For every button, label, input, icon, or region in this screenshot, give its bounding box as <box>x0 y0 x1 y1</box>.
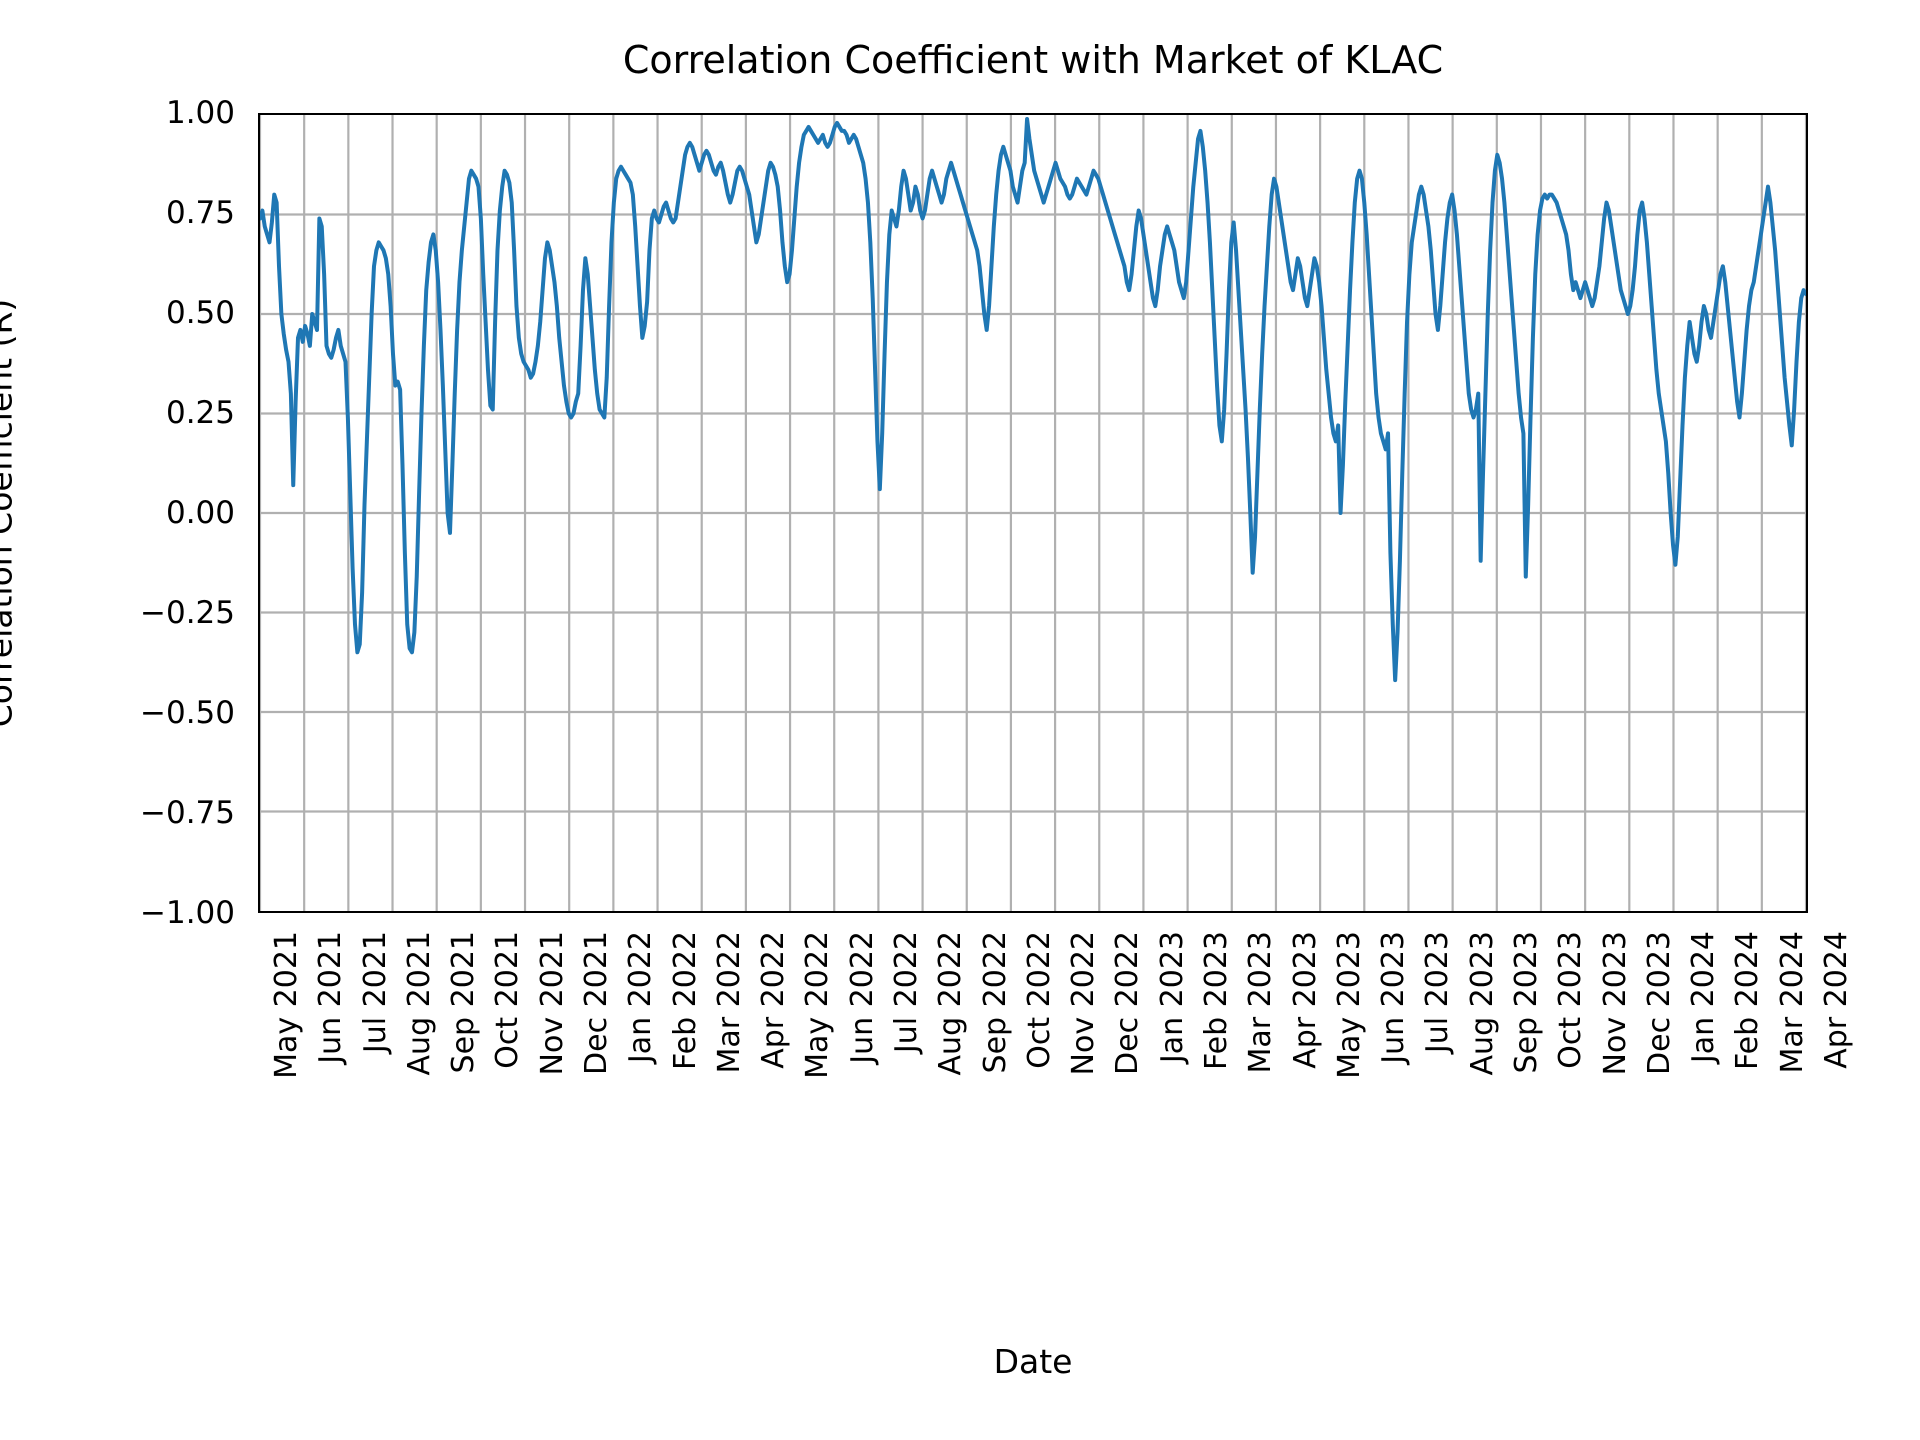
data-series-line <box>260 119 1806 680</box>
x-tick-label: Jan 2023 <box>1154 931 1190 1064</box>
x-tick-label: Dec 2023 <box>1641 931 1677 1075</box>
x-axis-tick-labels: May 2021 Jun 2021 Jul 2021 Aug 2021 Sep 2021… <box>258 913 1854 1333</box>
y-tick-label: 0.50 <box>165 295 235 331</box>
x-tick-label: Jun 2023 <box>1376 931 1412 1064</box>
x-tick-label: May 2021 <box>269 931 304 1079</box>
x-tick-label: Apr 2024 <box>1819 931 1854 1069</box>
x-tick-label: Aug 2022 <box>933 931 969 1076</box>
x-tick-label: Apr 2023 <box>1287 931 1323 1069</box>
x-tick-label: Jan 2022 <box>623 931 659 1064</box>
y-tick-label: 0.75 <box>165 195 235 231</box>
x-tick-label: Jun 2022 <box>844 931 880 1064</box>
y-tick-label: −0.50 <box>140 695 235 731</box>
x-tick-label: Dec 2021 <box>579 931 614 1075</box>
y-tick-label: 1.00 <box>165 95 235 131</box>
y-tick-label: −0.75 <box>140 795 235 831</box>
x-tick-label: Apr 2022 <box>756 931 792 1069</box>
x-tick-label: Feb 2024 <box>1730 931 1766 1070</box>
x-tick-label: May 2023 <box>1331 931 1367 1079</box>
x-tick-label: Feb 2023 <box>1199 931 1234 1070</box>
x-tick-label: Nov 2021 <box>534 931 570 1076</box>
x-tick-label: Mar 2023 <box>1243 931 1279 1074</box>
x-tick-label: Aug 2021 <box>401 931 437 1076</box>
x-tick-label: Jul 2022 <box>889 931 924 1054</box>
x-tick-label: Mar 2024 <box>1774 931 1810 1074</box>
correlation-line-path <box>260 119 1806 680</box>
x-tick-label: Aug 2023 <box>1464 931 1500 1076</box>
x-tick-label: Jun 2021 <box>313 931 349 1064</box>
x-tick-label: Sep 2022 <box>977 931 1013 1074</box>
x-tick-label: Dec 2022 <box>1110 931 1146 1075</box>
y-tick-label: 0.25 <box>165 395 235 431</box>
x-tick-label: Sep 2023 <box>1509 931 1544 1074</box>
x-tick-label: Oct 2021 <box>490 931 526 1069</box>
x-tick-label: Mar 2022 <box>711 931 747 1074</box>
grid-lines <box>260 115 1806 911</box>
x-tick-label: Sep 2021 <box>446 931 482 1074</box>
x-tick-label: Jul 2021 <box>357 931 393 1054</box>
chart-title: Correlation Coefficient with Market of K… <box>622 38 1444 82</box>
x-tick-label: May 2022 <box>800 931 836 1079</box>
plot-svg <box>260 115 1806 911</box>
plot-area <box>258 113 1808 913</box>
x-tick-label: Oct 2022 <box>1021 931 1057 1069</box>
x-tick-label: Nov 2022 <box>1066 931 1102 1076</box>
x-axis-label: Date <box>993 1342 1073 1381</box>
x-tick-label: Nov 2023 <box>1597 931 1633 1076</box>
y-axis-label: Correlation Coefficient (R) <box>0 298 20 728</box>
y-tick-label: −0.25 <box>140 595 235 631</box>
y-tick-label: −1.00 <box>140 895 235 931</box>
x-tick-label: Feb 2022 <box>667 931 703 1070</box>
x-tick-label: Jul 2023 <box>1420 931 1456 1054</box>
y-tick-label: 0.00 <box>165 495 235 531</box>
x-tick-label: Oct 2023 <box>1553 931 1589 1069</box>
y-axis-tick-labels: 1.00 0.75 0.50 0.25 0.00 −0.25 −0.50 −0.75 −1.00 <box>80 95 235 931</box>
x-tick-label: Jan 2024 <box>1686 931 1722 1064</box>
